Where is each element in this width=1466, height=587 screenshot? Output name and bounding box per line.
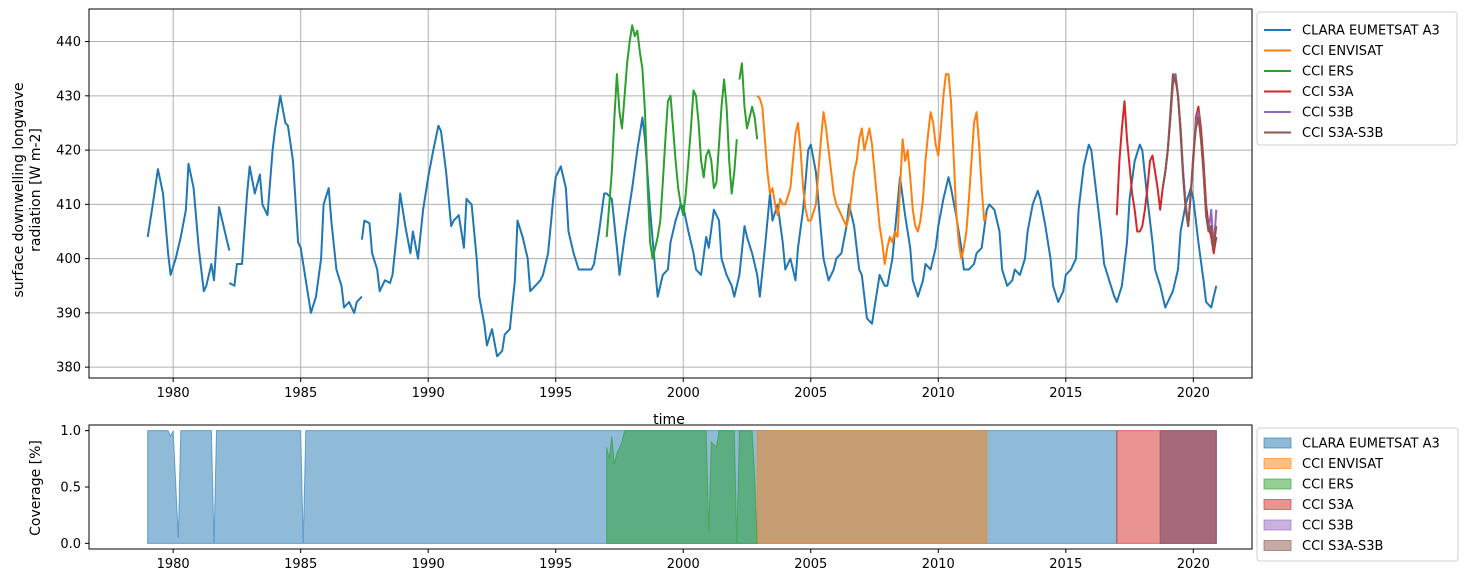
legend-swatch xyxy=(1263,478,1292,490)
y-tick-label: 430 xyxy=(56,89,81,104)
y-tick-label: 420 xyxy=(56,144,81,159)
legend-label: CCI ERS xyxy=(1302,478,1354,493)
x-tick-label: 2010 xyxy=(922,557,955,572)
series-line-clara-eumetsat-a3 xyxy=(360,116,1218,358)
x-tick-label: 2000 xyxy=(667,386,700,401)
coverage-area-cci-envisat xyxy=(756,430,988,544)
legend-label: CCI S3A xyxy=(1302,498,1354,513)
series-line-cci-s3a-s3b xyxy=(1161,73,1218,249)
x-tick-label: 1980 xyxy=(157,386,190,401)
coverage-area-cci-s3a-s3b xyxy=(1159,430,1217,544)
x-tick-label: 2010 xyxy=(922,386,955,401)
x-tick-label: 2020 xyxy=(1177,557,1210,572)
coverage-areas xyxy=(147,430,1217,544)
y-tick-label: 400 xyxy=(56,252,81,267)
legend-label: CCI ERS xyxy=(1302,65,1354,80)
coverage-y-ticks: 0.0 0.5 1.0 xyxy=(60,424,89,552)
x-tick-label: 2015 xyxy=(1049,386,1082,401)
legend-label: CLARA EUMETSAT A3 xyxy=(1302,437,1440,452)
legend-label: CCI S3B xyxy=(1302,519,1354,534)
coverage-y-axis-label: Coverage [%] xyxy=(28,440,44,536)
series-line-clara-eumetsat-a3 xyxy=(146,162,231,293)
y-tick-label: 410 xyxy=(56,198,81,213)
radiation-panel: 1980 1985 1990 1995 2000 2005 2010 2015 2020 380… xyxy=(11,8,1458,428)
legend-swatch xyxy=(1263,519,1292,531)
x-tick-label: 2005 xyxy=(794,557,827,572)
x-tick-label: 1995 xyxy=(539,557,572,572)
x-tick-label: 2000 xyxy=(667,557,700,572)
coverage-x-ticks: 1980 1985 1990 1995 2000 2005 2010 2015 2020 xyxy=(157,549,1210,572)
legend-label: CLARA EUMETSAT A3 xyxy=(1302,24,1440,39)
radiation-x-ticks: 1980 1985 1990 1995 2000 2005 2010 2015 2020 xyxy=(157,378,1210,401)
x-tick-label: 2020 xyxy=(1177,386,1210,401)
radiation-y-ticks: 380 390 400 410 420 430 440 xyxy=(56,35,89,376)
y-tick-label: 380 xyxy=(56,361,81,376)
coverage-panel: 1980 1985 1990 1995 2000 2005 2010 2015 2020 0.0… xyxy=(28,424,1459,572)
series-line-cci-envisat xyxy=(756,73,988,265)
legend-swatch xyxy=(1263,458,1292,469)
x-tick-label: 1980 xyxy=(157,557,190,572)
legend-box xyxy=(1256,427,1459,562)
x-tick-label: 1995 xyxy=(539,386,572,401)
x-tick-label: 1985 xyxy=(284,386,317,401)
x-tick-label: 2015 xyxy=(1049,557,1082,572)
series-line-clara-eumetsat-a3 xyxy=(228,94,363,314)
radiation-legend: CLARA EUMETSAT A3 CCI ENVISAT CCI ERS CCI S… xyxy=(1256,11,1458,146)
y-tick-label: 390 xyxy=(56,306,81,321)
y-tick-label: 0.5 xyxy=(60,481,81,496)
x-tick-label: 1990 xyxy=(412,386,445,401)
coverage-legend: CLARA EUMETSAT A3 CCI ENVISAT CCI ERS CCI S… xyxy=(1256,427,1459,562)
series-line-cci-ers xyxy=(738,62,759,140)
legend-label: CCI ENVISAT xyxy=(1302,44,1383,59)
x-tick-label: 2005 xyxy=(794,386,827,401)
legend-label: CCI S3B xyxy=(1302,106,1354,121)
legend-label: CCI S3A-S3B xyxy=(1302,126,1383,141)
radiation-gridlines xyxy=(89,9,1252,378)
x-tick-label: 1985 xyxy=(284,557,317,572)
legend-swatch xyxy=(1263,437,1292,449)
y-tick-label: 1.0 xyxy=(60,424,81,439)
radiation-series-lines xyxy=(146,24,1218,358)
radiation-x-axis-label: time xyxy=(653,412,685,428)
radiation-y-axis-label-line2: radiation [W m-2] xyxy=(28,128,44,252)
coverage-area-cci-ers xyxy=(606,430,758,544)
y-tick-label: 440 xyxy=(56,35,81,50)
legend-swatch xyxy=(1263,540,1292,551)
radiation-y-axis-label-line1: surface downwelling longwave xyxy=(11,82,27,297)
radiation-axes-frame xyxy=(88,8,1253,379)
legend-label: CCI S3A-S3B xyxy=(1302,539,1383,554)
series-line-cci-ers xyxy=(605,24,738,260)
legend-swatch xyxy=(1263,499,1292,510)
y-tick-label: 0.0 xyxy=(60,537,81,552)
legend-label: CCI S3A xyxy=(1302,85,1354,100)
legend-box xyxy=(1256,11,1458,146)
x-tick-label: 1990 xyxy=(412,557,445,572)
legend-label: CCI ENVISAT xyxy=(1302,457,1383,472)
